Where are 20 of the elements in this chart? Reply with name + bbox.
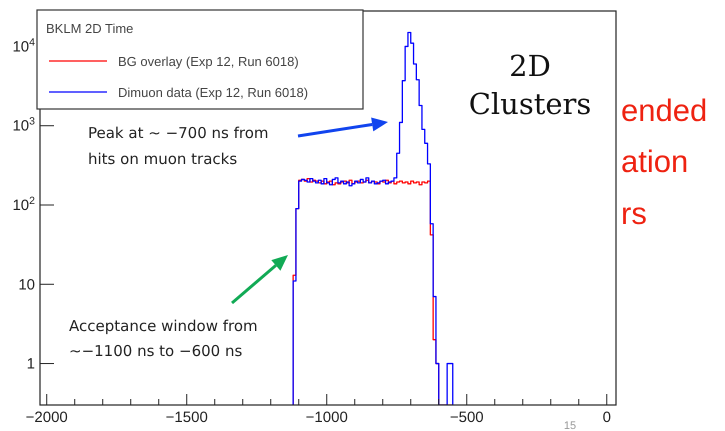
text: rs xyxy=(621,196,647,231)
x-tick-label: 0 xyxy=(602,409,611,426)
text: 15 xyxy=(564,420,576,431)
y-tick-label: 10$^{3}$ xyxy=(12,116,36,135)
y-tick-label: 10 xyxy=(18,276,35,294)
x-tick-label: −1500 xyxy=(166,409,208,426)
text: ended xyxy=(621,93,708,128)
text: ation xyxy=(621,144,688,179)
legend-title: BKLM 2D Time xyxy=(46,21,134,36)
x-tick-label: −500 xyxy=(450,409,484,426)
y-tick-label: 10$^{2}$ xyxy=(12,195,36,214)
legend-label: BG overlay (Exp 12, Run 6018) xyxy=(118,54,299,69)
x-tick-label: −1000 xyxy=(306,409,348,426)
legend-label: Dimuon data (Exp 12, Run 6018) xyxy=(118,85,308,100)
y-tick-label: 1 xyxy=(26,356,35,373)
annotation: Acceptance window from ~−1100 ns to −600 ns xyxy=(69,317,258,360)
annotation: 2D Clusters xyxy=(468,49,592,121)
y-tick-label: 10$^{4}$ xyxy=(12,36,36,56)
annotation: Peak at ~ −700 ns from hits on muon tracks xyxy=(88,124,269,168)
x-tick-label: −2000 xyxy=(26,409,68,426)
